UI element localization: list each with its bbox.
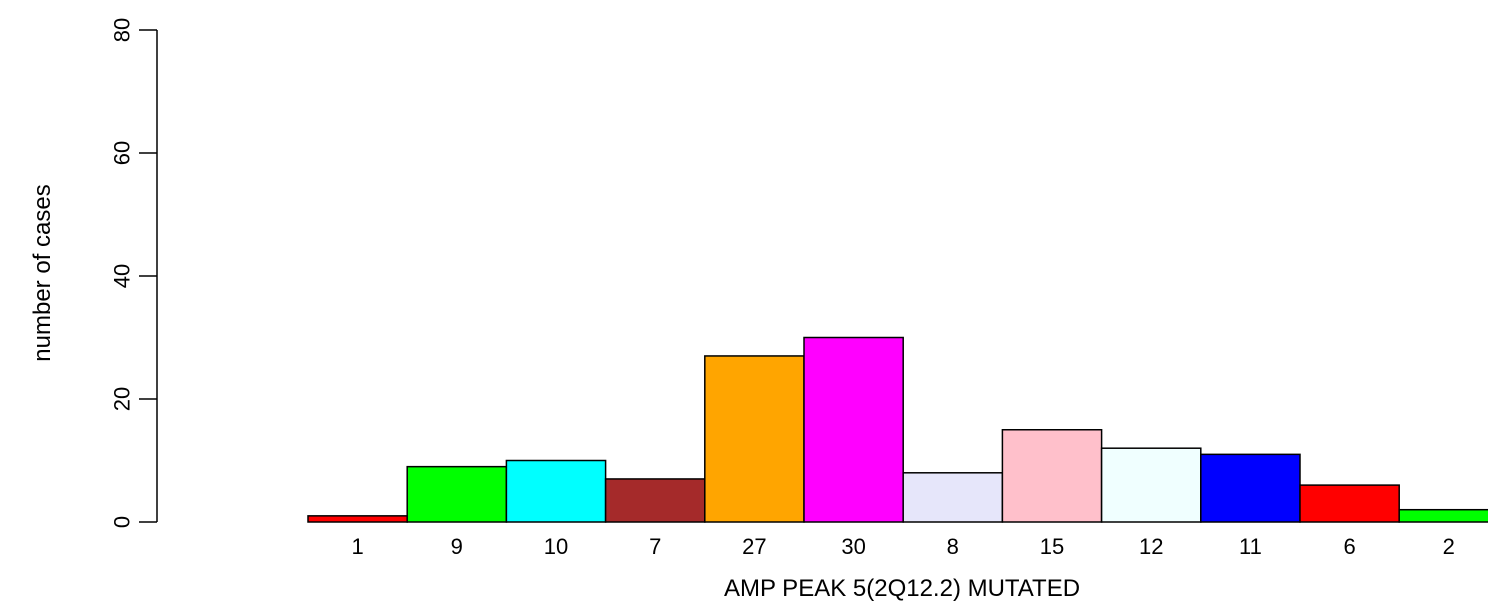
- x-tick-label: 12: [1139, 534, 1163, 559]
- bar: [406, 465, 508, 523]
- y-axis: 0 20 40 60 80: [110, 18, 158, 528]
- bar: [505, 459, 607, 523]
- y-axis-title: number of cases: [29, 184, 56, 361]
- bar: [1100, 447, 1202, 523]
- bar: [1398, 508, 1488, 523]
- x-tick-label: 10: [544, 534, 568, 559]
- y-tick-label: 40: [110, 264, 135, 288]
- bar: [1299, 484, 1400, 523]
- bars: [307, 336, 1488, 523]
- x-tick-label: 15: [1040, 534, 1064, 559]
- x-tick-label: 7: [649, 534, 661, 559]
- x-tick-label: 27: [742, 534, 766, 559]
- bar: [902, 472, 1004, 523]
- y-tick-label: 80: [110, 18, 135, 42]
- bar: [803, 336, 904, 523]
- y-tick-label: 0: [110, 516, 135, 528]
- x-tick-label: 6: [1343, 534, 1355, 559]
- x-tick-labels: 1 9 10 7 27 30 8 15 12 11 6 2: [351, 534, 1454, 559]
- bar: [307, 515, 408, 523]
- y-tick-label: 20: [110, 387, 135, 411]
- bar: [604, 478, 706, 523]
- x-tick-label: 1: [351, 534, 363, 559]
- x-axis-title: AMP PEAK 5(2Q12.2) MUTATED: [724, 575, 1080, 602]
- x-tick-label: 2: [1443, 534, 1455, 559]
- x-tick-label: 8: [947, 534, 959, 559]
- bar: [1200, 453, 1301, 523]
- x-tick-label: 30: [841, 534, 865, 559]
- y-tick-label: 60: [110, 141, 135, 165]
- x-tick-label: 9: [451, 534, 463, 559]
- x-tick-label: 11: [1239, 534, 1262, 559]
- bar: [1001, 429, 1103, 523]
- bar: [704, 355, 805, 523]
